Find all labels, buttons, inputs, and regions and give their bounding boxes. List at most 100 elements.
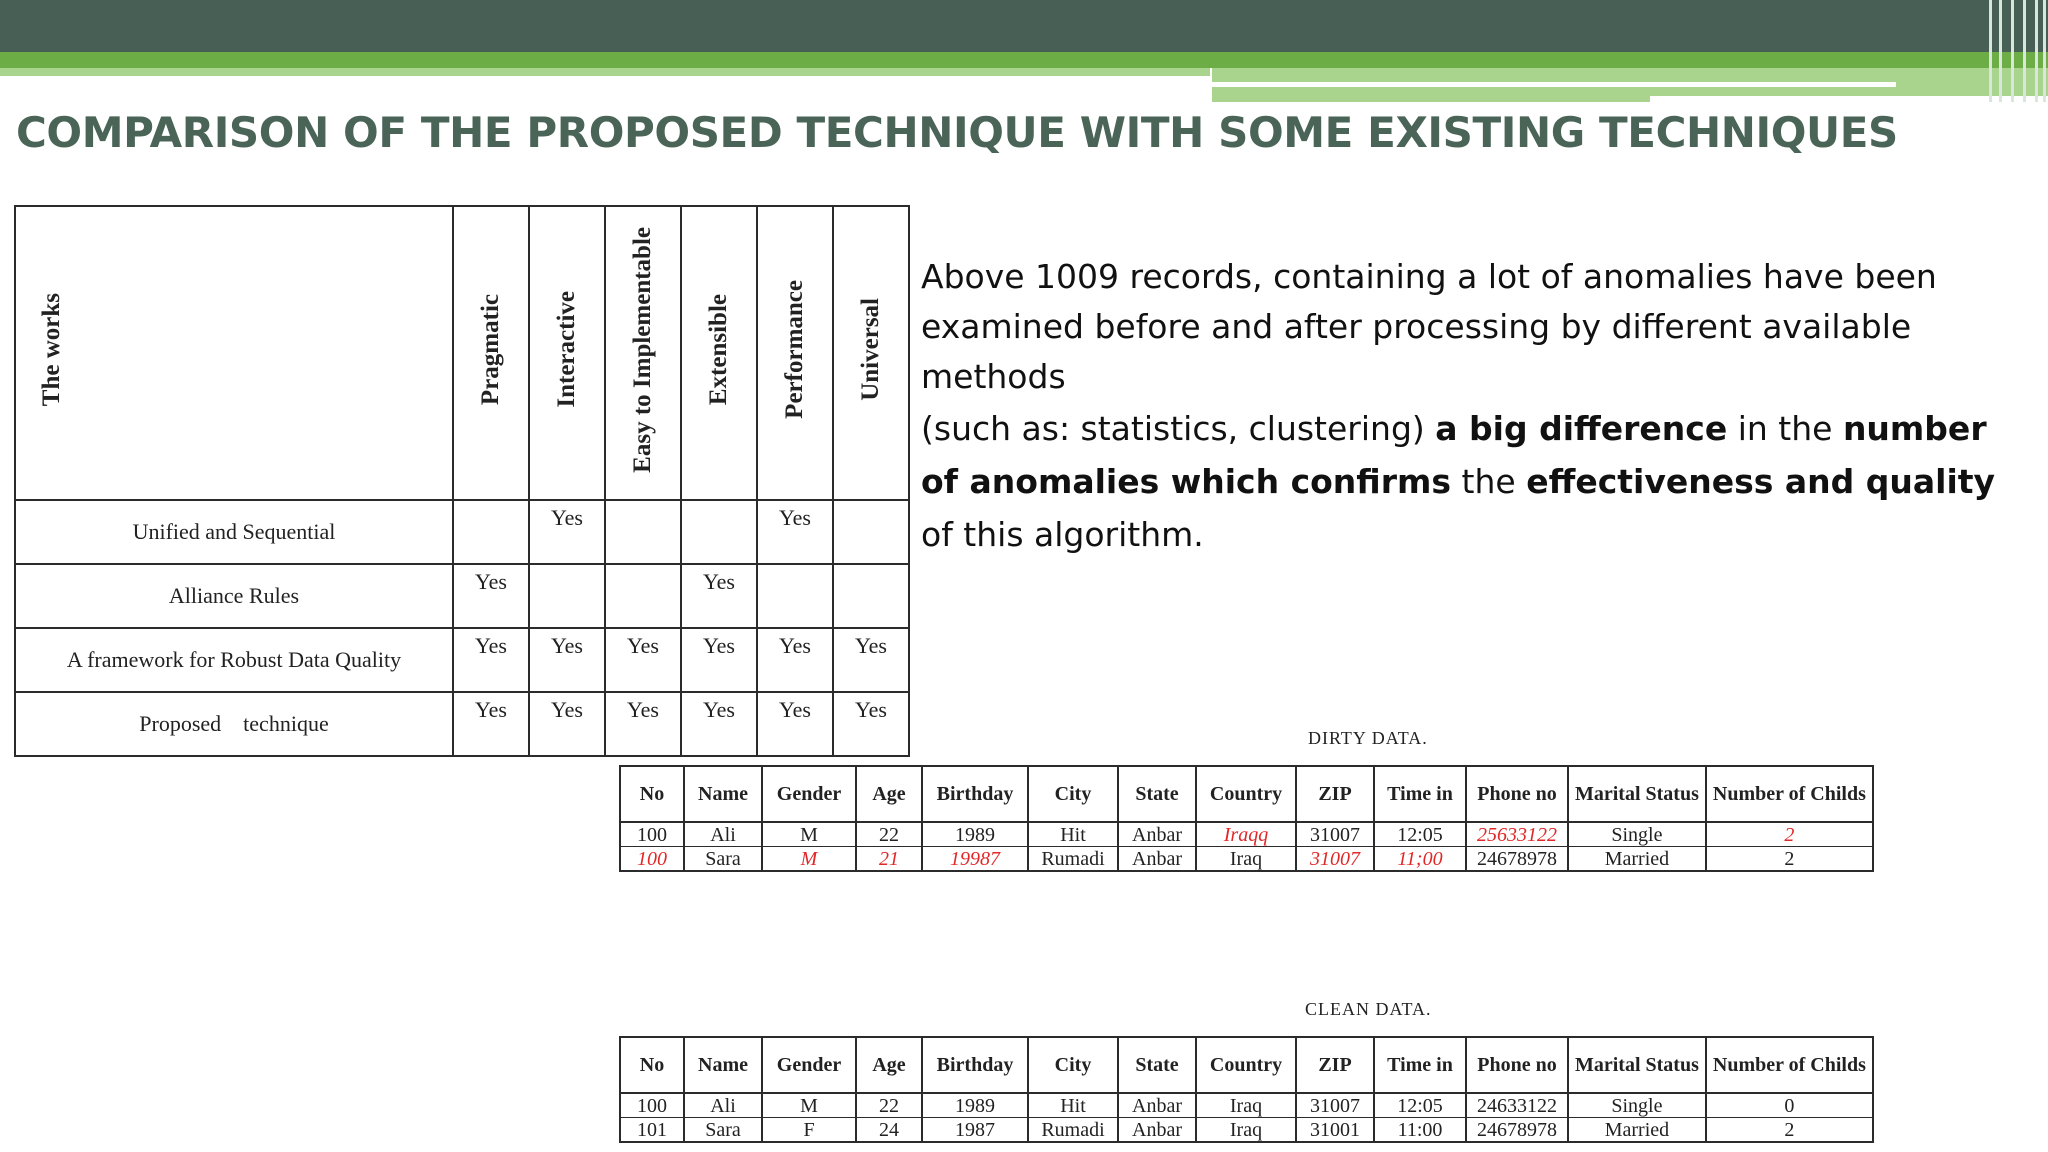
table-cell: 2 (1704, 1117, 1874, 1143)
comparison-table: The works Pragmatic Interactive Easy to … (14, 205, 910, 757)
table-cell: 1987 (921, 1117, 1029, 1143)
comparison-cell: Yes (452, 563, 530, 629)
clean-data-caption: CLEAN DATA. (1305, 999, 1432, 1019)
table-cell: 100 (619, 846, 685, 872)
comparison-cell: Yes (756, 691, 834, 757)
comparison-cell: Yes (756, 499, 834, 565)
slide-title: COMPARISON OF THE PROPOSED TECHNIQUE WIT… (16, 108, 1898, 157)
table-cell: Hit (1027, 821, 1119, 847)
column-header: Time in (1373, 1036, 1467, 1094)
table-row: 100 Ali M 22 1989 Hit Anbar Iraq 31007 12:05 24633… (619, 1092, 1874, 1118)
comparison-cell (832, 563, 910, 629)
table-cell: Anbar (1117, 846, 1197, 872)
header-universal: Universal (832, 205, 910, 501)
comparison-cell: Yes (832, 627, 910, 693)
table-cell: 24633122 (1465, 1092, 1569, 1118)
table-cell: Ali (683, 1092, 763, 1118)
column-header: Time in (1373, 765, 1467, 823)
table-cell: 22 (855, 821, 923, 847)
table-cell: 100 (619, 821, 685, 847)
table-cell: 1989 (921, 1092, 1029, 1118)
header-band-dark (0, 0, 2048, 52)
column-header: Birthday (921, 1036, 1029, 1094)
comparison-cell: Yes (528, 499, 606, 565)
table-cell: M (761, 1092, 857, 1118)
comparison-cell: Yes (832, 691, 910, 757)
work-name: Alliance Rules (14, 563, 454, 629)
table-cell: Ali (683, 821, 763, 847)
table-cell: 31007 (1295, 821, 1375, 847)
paragraph-line-2: (such as: statistics, clustering) a big … (921, 409, 1996, 554)
table-cell: Anbar (1117, 821, 1197, 847)
column-header: No (619, 765, 685, 823)
table-cell: Rumadi (1027, 1117, 1119, 1143)
table-cell: 0 (1704, 1092, 1874, 1118)
table-cell: 24678978 (1465, 1117, 1569, 1143)
table-cell: M (761, 821, 857, 847)
comparison-cell: Yes (756, 627, 834, 693)
table-cell: Iraq (1195, 1092, 1297, 1118)
table-cell: M (761, 846, 857, 872)
column-header: State (1117, 765, 1197, 823)
table-cell: Iraq (1195, 1117, 1297, 1143)
column-header: Phone no (1465, 765, 1569, 823)
header-performance: Performance (756, 205, 834, 501)
table-cell: 12:05 (1373, 1092, 1467, 1118)
table-cell: Iraqq (1195, 821, 1297, 847)
column-header: ZIP (1295, 765, 1375, 823)
comparison-row: Proposed technique Yes Yes Yes Yes Yes Y… (14, 691, 910, 757)
header-pragmatic: Pragmatic (452, 205, 530, 501)
comparison-cell (680, 499, 758, 565)
comparison-cell: Yes (680, 691, 758, 757)
table-cell: 11;00 (1373, 846, 1467, 872)
column-header: Country (1195, 1036, 1297, 1094)
table-cell: 2 (1704, 846, 1874, 872)
table-cell: 31007 (1295, 1092, 1375, 1118)
comparison-cell (756, 563, 834, 629)
comparison-row: A framework for Robust Data Quality Yes … (14, 627, 910, 693)
column-header: Age (855, 765, 923, 823)
table-row: 101 Sara F 24 1987 Rumadi Anbar Iraq 31001 11:00 2… (619, 1117, 1874, 1143)
column-header: Phone no (1465, 1036, 1569, 1094)
table-cell: Anbar (1117, 1092, 1197, 1118)
table-row: 100 Ali M 22 1989 Hit Anbar Iraqq 31007 12:05 2563… (619, 821, 1874, 847)
column-header: Number of Childs (1704, 1036, 1874, 1094)
clean-header-row: No Name Gender Age Birthday City State Country Z… (619, 1036, 1874, 1094)
table-cell: Married (1567, 1117, 1707, 1143)
header-stripes (1985, 0, 2048, 102)
table-cell: Married (1567, 846, 1707, 872)
column-header: City (1027, 765, 1119, 823)
comparison-cell (528, 563, 606, 629)
header-the-works: The works (14, 205, 454, 501)
comparison-cell: Yes (528, 627, 606, 693)
clean-data-table: No Name Gender Age Birthday City State Country Z… (619, 1036, 1874, 1143)
comparison-cell: Yes (680, 563, 758, 629)
column-header: Gender (761, 1036, 857, 1094)
dirty-data-caption: DIRTY DATA. (1308, 728, 1428, 748)
column-header: Number of Childs (1704, 765, 1874, 823)
table-cell: 19987 (921, 846, 1029, 872)
table-cell: 31007 (1295, 846, 1375, 872)
column-header: Marital Status (1567, 765, 1707, 823)
column-header: Country (1195, 765, 1297, 823)
table-cell: Rumadi (1027, 846, 1119, 872)
table-cell: F (761, 1117, 857, 1143)
table-cell: 1989 (921, 821, 1029, 847)
table-row: 100 Sara M 21 19987 Rumadi Anbar Iraq 31007 11;00… (619, 846, 1874, 872)
table-cell: 101 (619, 1117, 685, 1143)
work-name: A framework for Robust Data Quality (14, 627, 454, 693)
column-header: Gender (761, 765, 857, 823)
table-cell: 24 (855, 1117, 923, 1143)
comparison-header-row: The works Pragmatic Interactive Easy to … (14, 205, 910, 501)
comparison-cell: Yes (680, 627, 758, 693)
comparison-cell: Yes (604, 627, 682, 693)
table-cell: Hit (1027, 1092, 1119, 1118)
column-header: City (1027, 1036, 1119, 1094)
table-cell: Single (1567, 1092, 1707, 1118)
table-cell: 21 (855, 846, 923, 872)
table-cell: Single (1567, 821, 1707, 847)
comparison-cell: Yes (452, 627, 530, 693)
column-header: Name (683, 1036, 763, 1094)
table-cell: 24678978 (1465, 846, 1569, 872)
table-cell: 100 (619, 1092, 685, 1118)
